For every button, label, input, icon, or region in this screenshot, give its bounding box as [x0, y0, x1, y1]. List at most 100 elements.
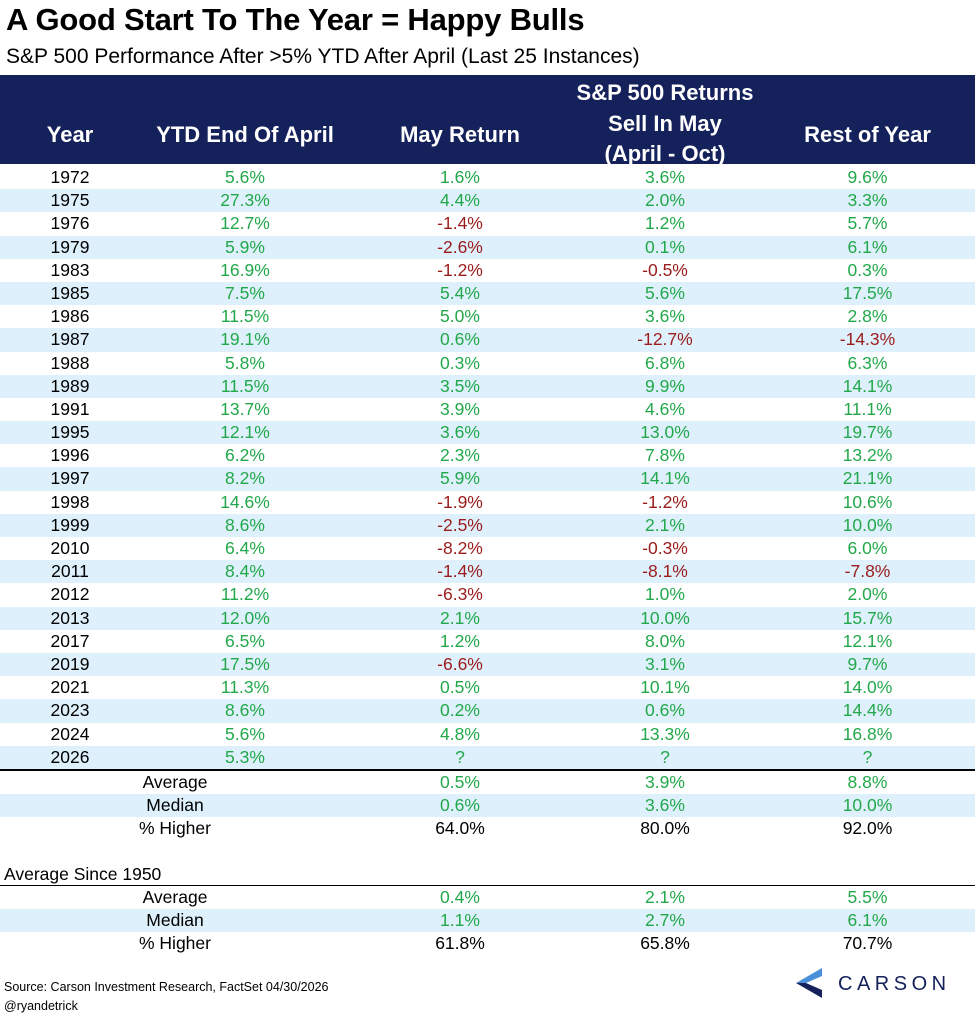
cell-rest-of-year: 2.0%: [847, 584, 888, 605]
cell-ytd: 16.9%: [220, 259, 270, 280]
table-row: 2017 6.5% 1.2% 8.0% 12.1%: [0, 630, 975, 653]
cell-year: 2021: [50, 677, 90, 698]
cell-may-return: 3.6%: [440, 422, 480, 443]
header-sell-line2: Sell In May: [608, 110, 722, 136]
cell-ytd: 7.5%: [225, 282, 265, 303]
since-rest: 5.5%: [847, 887, 888, 907]
cell-rest-of-year: 13.2%: [842, 445, 893, 466]
table-row: 1975 27.3% 4.4% 2.0% 3.3%: [0, 189, 975, 213]
cell-ytd: 13.7%: [220, 398, 270, 419]
table-row: 1985 7.5% 5.4% 5.6% 17.5%: [0, 281, 975, 306]
since-label-cell: % Higher: [139, 933, 211, 954]
cell-ytd: 6.4%: [225, 538, 265, 558]
cell-year: 1979: [50, 236, 90, 257]
source-note: Source: Carson Investment Research, Fact…: [4, 980, 329, 994]
summary-row: Median 0.6% 3.6% 10.0%: [0, 794, 975, 818]
cell-ytd: 11.5%: [220, 306, 270, 327]
since-sell: 65.8%: [640, 933, 690, 954]
cell-year: 1996: [50, 445, 90, 466]
table-row: 2010 6.4% -8.2% -0.3% 6.0%: [0, 537, 975, 560]
cell-ytd: 5.9%: [225, 236, 265, 257]
cell-rest-of-year: 16.8%: [842, 723, 893, 744]
table-row: 1998 14.6% -1.9% -1.2% 10.6%: [0, 491, 975, 514]
summary-sell: 3.9%: [645, 771, 685, 792]
author-handle: @ryandetrick: [4, 999, 78, 1013]
cell-ytd: 12.1%: [220, 422, 270, 443]
header-year: Year: [46, 122, 94, 147]
table-row: 2019 17.5% -6.6% 3.1% 9.7%: [0, 652, 975, 677]
summary-sell: 80.0%: [640, 818, 690, 839]
since-sell: 2.7%: [645, 910, 685, 931]
page-subtitle: S&P 500 Performance After >5% YTD After …: [6, 45, 640, 68]
table-row: 1979 5.9% -2.6% 0.1% 6.1%: [0, 235, 975, 259]
cell-rest-of-year: 9.7%: [847, 653, 888, 674]
cell-year: 1995: [50, 422, 90, 443]
table-row: 2012 11.2% -6.3% 1.0% 2.0%: [0, 583, 975, 606]
since-may: 0.4%: [440, 887, 480, 907]
cell-may-return: -2.6%: [437, 236, 483, 257]
since-sell: 2.1%: [645, 887, 685, 907]
cell-ytd: 17.5%: [220, 653, 270, 674]
table-row: 2013 12.0% 2.1% 10.0% 15.7%: [0, 606, 975, 630]
cell-rest-of-year: -7.8%: [844, 561, 891, 582]
cell-ytd: 8.6%: [225, 700, 265, 721]
cell-may-return: 2.1%: [440, 607, 480, 628]
summary-label: Average: [142, 771, 208, 792]
table-row: 1972 5.6% 1.6% 3.6% 9.6%: [0, 166, 975, 189]
table-row: 1996 6.2% 2.3% 7.8% 13.2%: [0, 444, 975, 467]
since-may: 61.8%: [435, 933, 485, 954]
cell-sell-in-may: 0.1%: [645, 236, 685, 257]
cell-ytd: 11.2%: [220, 584, 270, 605]
carson-logo: CARSON: [796, 966, 966, 1002]
cell-ytd: 5.3%: [225, 746, 265, 767]
table-row: 1989 11.5% 3.5% 9.9% 14.1%: [0, 374, 975, 398]
header-sell-line3: (April - Oct): [604, 141, 726, 166]
cell-ytd: 11.5%: [220, 375, 270, 396]
cell-sell-in-may: 8.0%: [645, 630, 685, 651]
cell-sell-in-may: 3.1%: [645, 653, 685, 674]
cell-sell-in-may: 10.1%: [640, 677, 690, 698]
table-row: 1976 12.7% -1.4% 1.2% 5.7%: [0, 212, 975, 235]
cell-year: 1986: [50, 306, 90, 327]
header-rest-of-year: Rest of Year: [804, 122, 931, 147]
cell-ytd: 11.3%: [220, 677, 270, 698]
since-row: Average 0.4% 2.1% 5.5%: [0, 886, 975, 909]
since-row: Median 1.1% 2.7% 6.1%: [0, 909, 975, 933]
table-row: 1999 8.6% -2.5% 2.1% 10.0%: [0, 513, 975, 537]
cell-year: 2019: [50, 653, 90, 674]
cell-may-return: 5.0%: [440, 306, 480, 327]
since-label-cell: Average: [142, 887, 208, 907]
since-1950-table: Average 0.4% 2.1% 5.5% Median 1.1% 2.7% 6.1%% H…: [0, 886, 975, 956]
cell-rest-of-year: 14.0%: [842, 677, 893, 698]
table-header: Year YTD End Of April May Return S&P 500…: [0, 75, 975, 166]
table-row: 1991 13.7% 3.9% 4.6% 11.1%: [0, 398, 975, 421]
cell-may-return: 4.4%: [440, 190, 480, 211]
summary-sell: 3.6%: [645, 795, 685, 816]
table-row: 1995 12.1% 3.6% 13.0% 19.7%: [0, 421, 975, 445]
cell-year: 1999: [50, 514, 90, 535]
cell-rest-of-year: 10.6%: [842, 491, 893, 512]
cell-year: 1972: [50, 167, 90, 187]
table-row: 2024 5.6% 4.8% 13.3% 16.8%: [0, 723, 975, 746]
cell-rest-of-year: 10.0%: [842, 514, 893, 535]
summary-label: % Higher: [139, 818, 211, 839]
summary-may: 0.6%: [440, 795, 480, 816]
cell-year: 2026: [50, 746, 90, 767]
cell-may-return: 0.2%: [440, 700, 480, 721]
cell-sell-in-may: 7.8%: [645, 445, 685, 466]
cell-may-return: -1.4%: [437, 561, 483, 582]
cell-sell-in-may: 1.2%: [645, 213, 685, 234]
cell-may-return: -1.4%: [437, 213, 483, 234]
cell-year: 1985: [50, 282, 90, 303]
cell-rest-of-year: 19.7%: [842, 422, 893, 443]
cell-may-return: -1.2%: [437, 259, 483, 280]
cell-may-return: 3.9%: [440, 398, 480, 419]
cell-may-return: -6.3%: [437, 584, 483, 605]
cell-year: 1976: [50, 213, 90, 234]
since-may: 1.1%: [440, 910, 480, 931]
header-may-return: May Return: [400, 122, 520, 147]
cell-sell-in-may: 2.1%: [645, 514, 685, 535]
summary-may: 0.5%: [440, 771, 480, 792]
cell-ytd: 8.2%: [225, 468, 265, 489]
cell-sell-in-may: 13.0%: [640, 422, 690, 443]
